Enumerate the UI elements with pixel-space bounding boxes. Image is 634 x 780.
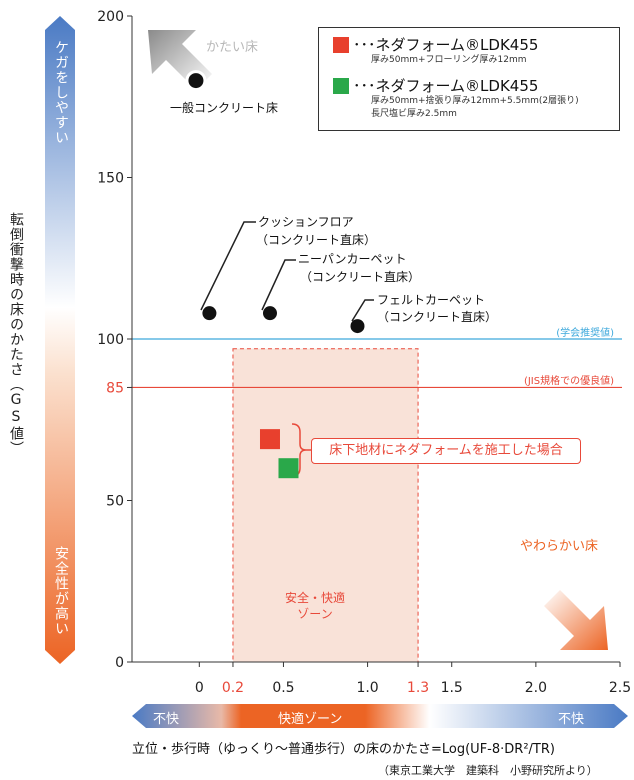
y-risk-bar — [45, 16, 75, 664]
legend: ･･･ネダフォーム®LDK455 厚み50mm+フローリング厚み12mm ･･･… — [318, 27, 620, 131]
x-bar-right-label: 不快 — [558, 712, 585, 727]
point-3 — [350, 319, 365, 334]
x-tick-label-2: 0.5 — [272, 680, 294, 696]
kneepan-carpet-label-2: （コンクリート直床） — [300, 270, 421, 284]
source-note: （東京工業大学 建築科 小野研究所より） — [378, 764, 598, 777]
y-axis-ticks: 0 50 85 100 150 200 — [97, 9, 132, 671]
x-axis-ticks: 0 0.2 0.5 1.0 1.3 1.5 2.0 2.5 — [195, 662, 631, 696]
felt-carpet-label-1: フェルトカーペット — [377, 293, 486, 307]
y-tick-label-2: 85 — [106, 380, 124, 396]
comfort-zone-label-1: 安全・快適 — [284, 591, 345, 605]
y-tick-label-0: 0 — [115, 655, 124, 671]
x-tick-label-3: 1.0 — [356, 680, 378, 696]
x-bar-left-label: 不快 — [153, 712, 180, 727]
x-tick-label-7: 2.5 — [609, 680, 631, 696]
comfort-zone-label-2: ゾーン — [297, 607, 333, 621]
x-comfort-bar — [132, 704, 628, 728]
nedafoam-callout: 床下地材にネダフォームを施工した場合 — [311, 438, 581, 464]
cushion-floor-label-1: クッションフロア — [258, 215, 354, 229]
y-bar-bottom-label: 安全性が高い — [53, 546, 69, 636]
point-1 — [202, 306, 217, 321]
reference-line-label-0: (学会推奨値) — [556, 328, 614, 339]
legend-item-2-detail: 厚み50mm+捨張り厚み12mm+5.5mm(2層張り) — [371, 96, 579, 106]
x-tick-label-6: 2.0 — [525, 680, 547, 696]
y-axis-title: 転倒衝撃時の床のかたさ（GS値） — [8, 212, 24, 456]
x-axis-title: 立位・歩行時（ゆっくり～普通歩行）の床のかたさ=Log(UF-8·DR²/TR) — [132, 742, 555, 757]
y-tick-label-4: 150 — [97, 171, 124, 187]
x-tick-label-5: 1.5 — [441, 680, 463, 696]
legend-swatch-green — [333, 78, 349, 94]
legend-swatch-red — [333, 37, 349, 53]
x-tick-label-0: 0 — [195, 680, 204, 696]
soft-floor-arrow-icon — [544, 590, 608, 650]
kneepan-carpet-label-1: ニーパンカーペット — [298, 252, 407, 266]
y-tick-label-3: 100 — [97, 332, 124, 348]
soft-floor-label: やわらかい床 — [520, 539, 599, 554]
legend-item-1-detail: 厚み50mm+フローリング厚み12mm — [371, 55, 527, 65]
point-4 — [259, 429, 280, 450]
concrete-floor-label: 一般コンクリート床 — [170, 101, 279, 115]
point-0 — [185, 70, 207, 92]
cushion-floor-label-2: （コンクリート直床） — [256, 233, 377, 247]
y-tick-label-5: 200 — [97, 9, 124, 25]
point-5 — [278, 458, 299, 479]
felt-leader-line — [351, 299, 374, 322]
comfort-zone — [232, 348, 419, 663]
hard-floor-label: かたい床 — [206, 40, 259, 55]
kneepan-leader-line — [261, 259, 296, 311]
felt-carpet-label-2: （コンクリート直床） — [377, 310, 498, 324]
cushion-leader-line — [200, 221, 256, 311]
legend-item-1-title: ･･･ネダフォーム®LDK455 — [353, 36, 539, 54]
data-points — [185, 70, 365, 479]
x-tick-label-1: 0.2 — [222, 680, 244, 696]
legend-item-2-title: ･･･ネダフォーム®LDK455 — [353, 77, 539, 95]
y-bar-top-label: ケガをしやすい — [53, 40, 69, 145]
x-bar-middle-label: 快適ゾーン — [278, 712, 343, 727]
point-2 — [262, 306, 277, 321]
y-tick-label-1: 50 — [106, 494, 124, 510]
reference-line-label-1: (JIS規格での優良値) — [523, 376, 614, 388]
legend-item-2-detail-2: 長尺塩ビ厚み2.5mm — [371, 109, 457, 119]
reference-lines — [132, 338, 622, 389]
x-tick-label-4: 1.3 — [407, 680, 429, 696]
